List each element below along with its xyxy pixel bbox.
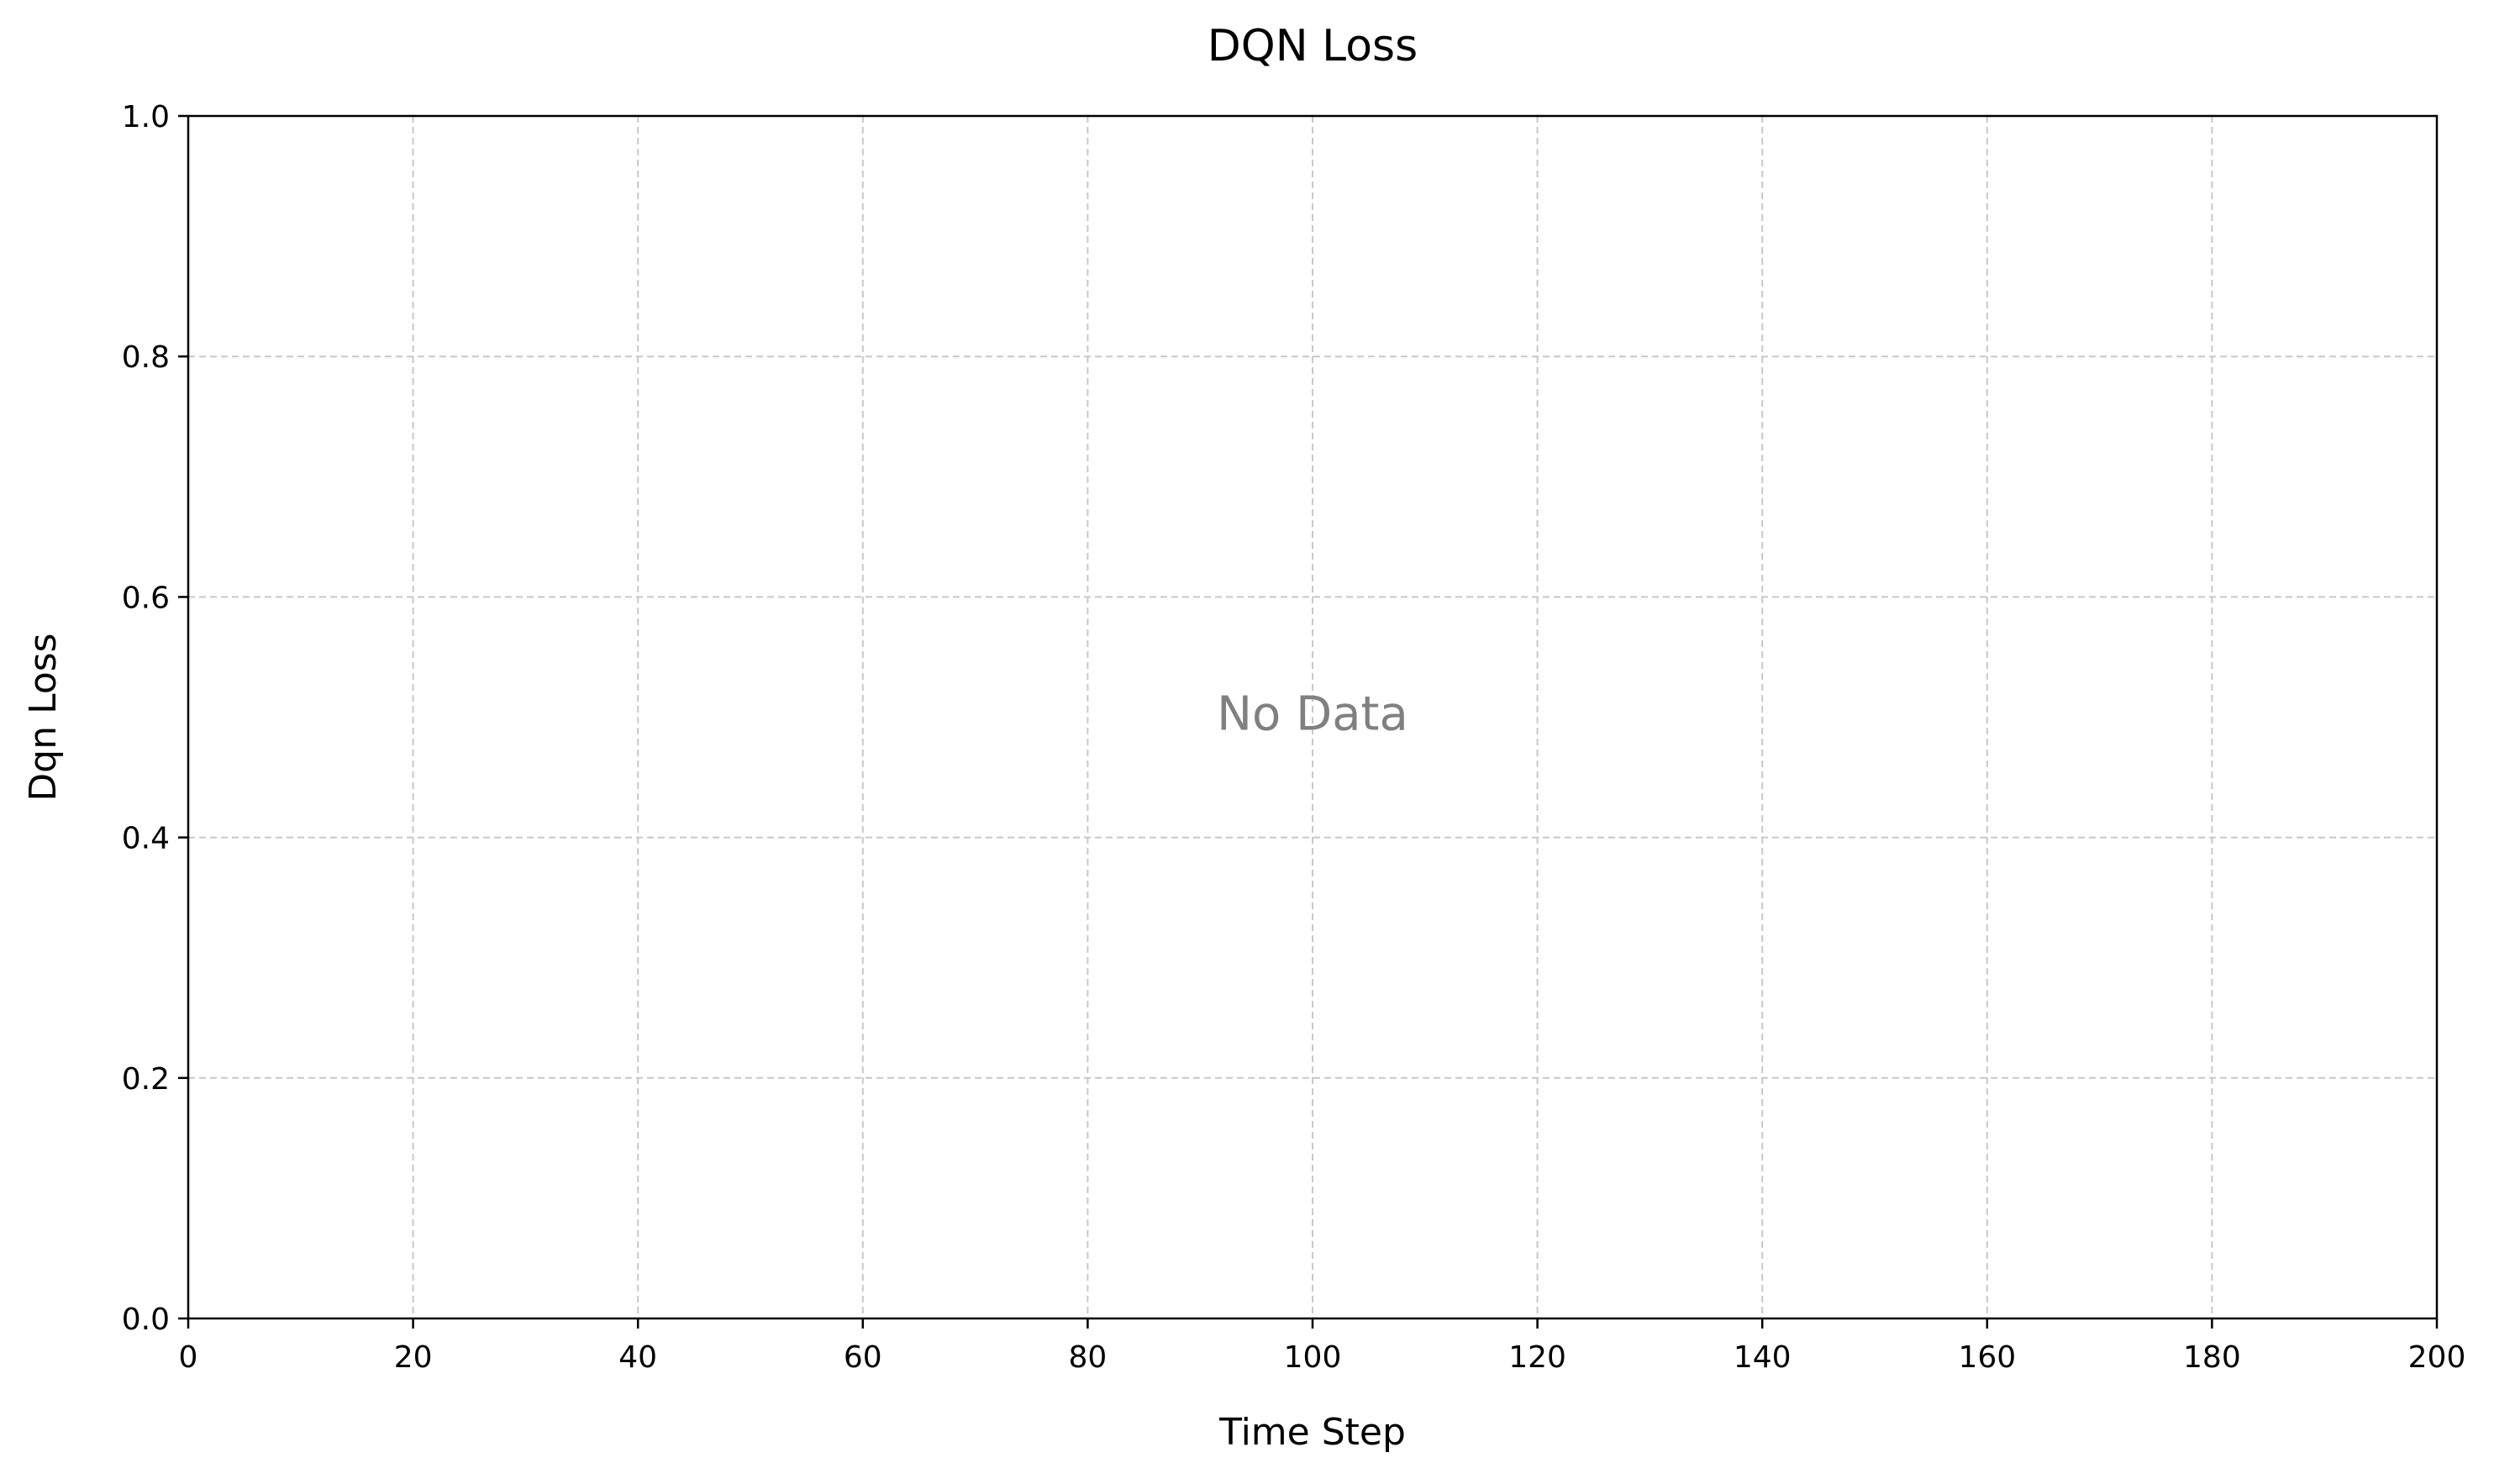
y-tick-label: 0.4 [122, 822, 170, 856]
x-tick-label: 200 [2408, 1340, 2466, 1375]
x-tick-label: 60 [844, 1340, 882, 1375]
y-tick-label: 0.8 [122, 340, 170, 375]
grid-lines [188, 116, 2437, 1318]
x-tick-label: 40 [618, 1340, 657, 1375]
y-tick-label: 1.0 [122, 100, 170, 134]
y-tick-label: 0.2 [122, 1062, 170, 1097]
x-axis-ticks: 0 20 40 60 80 100 120 140 160 180 200 [179, 1318, 2466, 1375]
x-tick-label: 180 [2183, 1340, 2241, 1375]
x-tick-label: 140 [1734, 1340, 1792, 1375]
x-tick-label: 120 [1508, 1340, 1566, 1375]
x-tick-label: 80 [1068, 1340, 1107, 1375]
x-axis-title: Time Step [1218, 1411, 1406, 1454]
no-data-annotation: No Data [1217, 687, 1408, 742]
x-tick-label: 160 [1958, 1340, 2016, 1375]
chart-title: DQN Loss [1208, 21, 1418, 71]
y-axis-title: Dqn Loss [22, 633, 65, 801]
x-tick-label: 100 [1284, 1340, 1342, 1375]
x-tick-label: 20 [394, 1340, 433, 1375]
y-tick-label: 0.6 [122, 581, 170, 615]
y-axis-ticks: 0.0 0.2 0.4 0.6 0.8 1.0 [122, 100, 188, 1337]
y-tick-label: 0.0 [122, 1302, 170, 1337]
x-tick-label: 0 [179, 1340, 198, 1375]
